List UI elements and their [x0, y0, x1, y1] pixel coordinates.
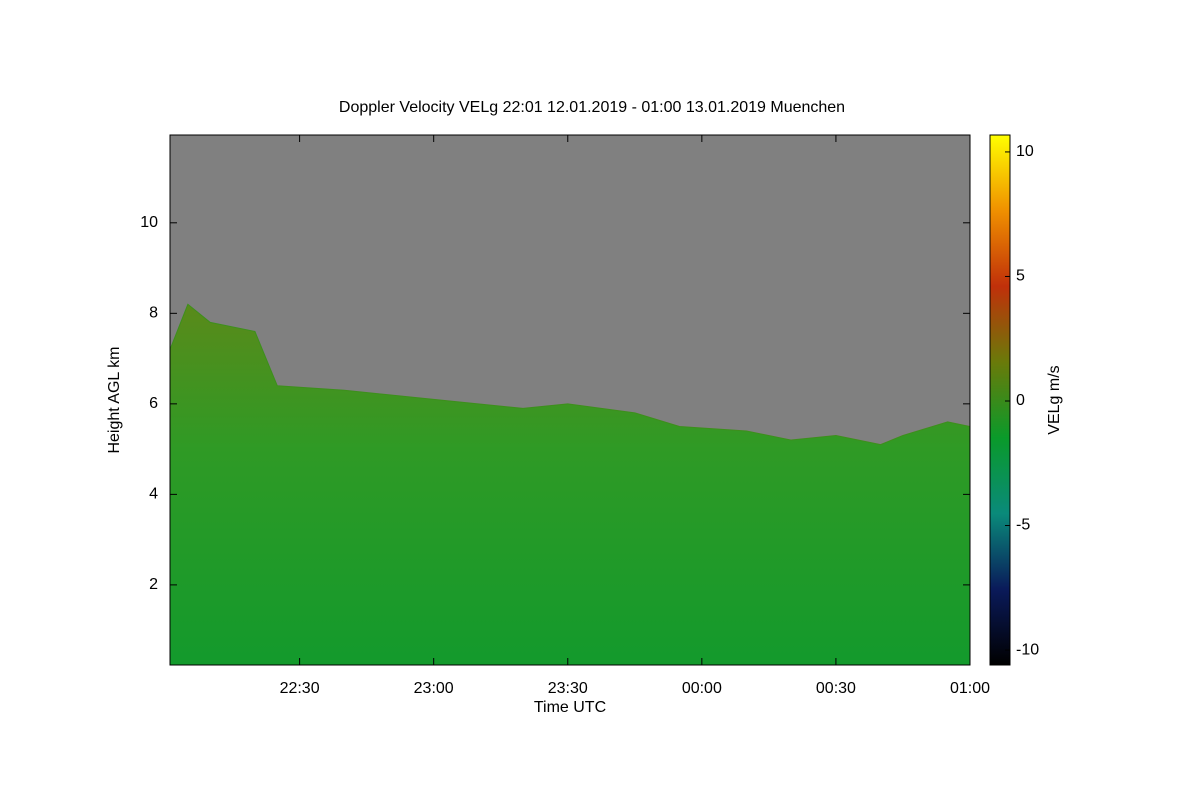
- plot-frame: [169, 134, 971, 666]
- colorbar-tick-label: -10: [1016, 641, 1039, 658]
- colorbar-tick-label: 10: [1016, 143, 1034, 160]
- colorbar-tick-label: 0: [1016, 392, 1025, 409]
- y-tick-label: 6: [149, 395, 158, 412]
- x-tick-label: 00:00: [682, 680, 722, 697]
- y-tick-label: 10: [140, 214, 158, 231]
- colorbar-tick-label: -5: [1016, 517, 1030, 534]
- x-tick-label: 00:30: [816, 680, 856, 697]
- echo-area: [169, 303, 971, 666]
- x-axis-label: Time UTC: [534, 699, 606, 716]
- colorbar-label: VELg m/s: [1046, 365, 1063, 434]
- x-tick-label: 22:30: [280, 680, 320, 697]
- colorbar-tick-label: 5: [1016, 268, 1025, 285]
- x-tick-label: 01:00: [950, 680, 990, 697]
- y-tick-label: 8: [149, 305, 158, 322]
- colorbar: [989, 134, 1011, 666]
- y-tick-label: 2: [149, 576, 158, 593]
- y-tick-label: 4: [149, 486, 158, 503]
- x-tick-label: 23:00: [414, 680, 454, 697]
- y-axis-label: Height AGL km: [106, 346, 123, 453]
- chart-title: Doppler Velocity VELg 22:01 12.01.2019 -…: [339, 99, 845, 116]
- x-tick-label: 23:30: [548, 680, 588, 697]
